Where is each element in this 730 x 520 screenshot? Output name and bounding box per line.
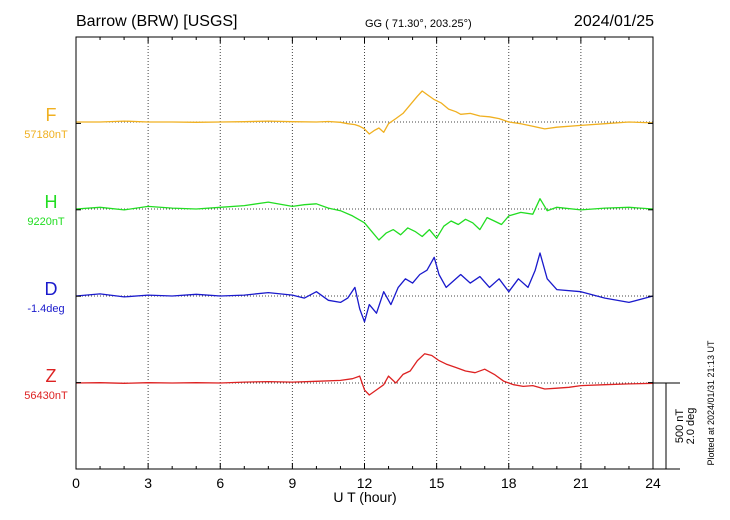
scale-bar: 500 nT 2.0 deg bbox=[653, 382, 697, 470]
x-axis-label: U T (hour) bbox=[333, 489, 396, 505]
x-ticks: 0 3 6 9 12 15 18 21 24 bbox=[72, 36, 661, 491]
chart-date: 2024/01/25 bbox=[574, 13, 654, 30]
grid bbox=[76, 37, 653, 469]
x-tick-label: 24 bbox=[645, 475, 661, 491]
x-tick-label: 3 bbox=[144, 475, 152, 491]
series-line-d bbox=[75, 252, 654, 323]
scale-bar-nt-label: 500 nT bbox=[674, 409, 686, 444]
series-group bbox=[75, 90, 654, 396]
series-baseline-h: 9220nT bbox=[27, 216, 65, 228]
series-name-f: F bbox=[46, 105, 57, 125]
x-tick-label: 15 bbox=[429, 475, 445, 491]
series-baseline-z: 56430nT bbox=[24, 390, 68, 402]
chart-title: Barrow (BRW) [USGS] bbox=[76, 13, 238, 30]
series-name-d: D bbox=[45, 279, 58, 299]
series-line-f bbox=[76, 90, 654, 135]
x-tick-label: 12 bbox=[357, 475, 373, 491]
x-tick-label: 6 bbox=[216, 475, 224, 491]
x-tick-label: 0 bbox=[72, 475, 80, 491]
x-tick-label: 18 bbox=[501, 475, 517, 491]
series-labels: F 57180nT H 9220nT D -1.4deg Z 56430nT bbox=[24, 105, 68, 402]
series-name-h: H bbox=[45, 192, 58, 212]
series-baseline-f: 57180nT bbox=[24, 129, 68, 141]
plotted-timestamp: Plotted at 2024/01/31 21:13 UT bbox=[706, 340, 716, 466]
chart-subtitle: GG ( 71.30°, 203.25°) bbox=[365, 18, 472, 30]
series-line-h bbox=[75, 198, 654, 241]
x-tick-label: 21 bbox=[573, 475, 589, 491]
series-name-z: Z bbox=[46, 366, 57, 386]
x-tick-label: 9 bbox=[288, 475, 296, 491]
series-baseline-d: -1.4deg bbox=[27, 303, 64, 315]
scale-bar-deg-label: 2.0 deg bbox=[685, 408, 697, 445]
series-line-z bbox=[75, 353, 654, 396]
